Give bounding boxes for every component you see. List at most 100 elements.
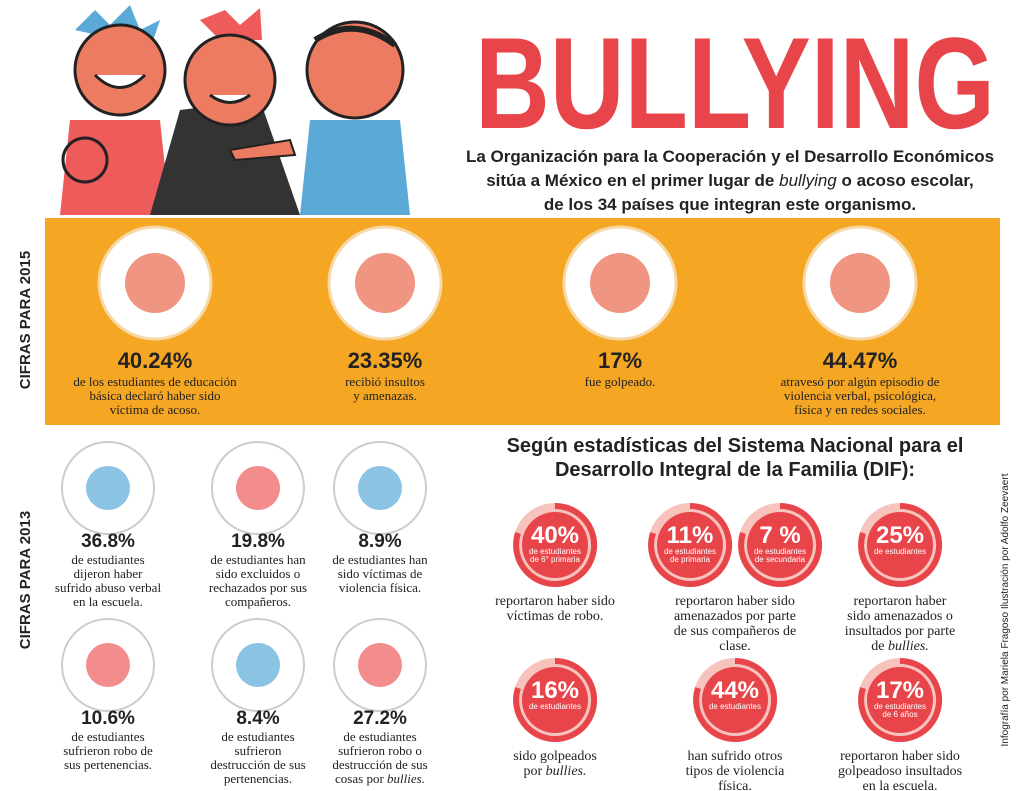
text-line: sufrieron robo o [338, 743, 422, 758]
credit: Infografía por Mariela Fragoso Ilustraci… [1000, 473, 1011, 746]
text-part: de estudiantes [221, 729, 294, 744]
text-line: sitúa a México en el primer lugar de bul… [486, 171, 974, 190]
donut-value: 11% [667, 522, 714, 549]
stat-value: 23.35% [348, 348, 423, 373]
text-line: destrucción de sus [210, 757, 305, 772]
text-part: bullies. [546, 764, 587, 779]
text-line: física y en redes sociales. [794, 402, 926, 417]
text-part: en la escuela. [73, 594, 143, 609]
text-line: violencia verbal, psicológica, [784, 388, 936, 403]
text-part: de los estudiantes de educación [73, 374, 237, 389]
section-label: CIFRAS PARA 2013 [17, 511, 34, 649]
donut-arc [858, 502, 943, 587]
text-part: de estudiantes [343, 729, 416, 744]
text-part: reportaron haber sido [675, 594, 795, 609]
section-label: CIFRAS PARA 2015 [17, 251, 34, 389]
text-part: sufrieron robo o [338, 743, 422, 758]
text-line: y amenazas. [353, 388, 417, 403]
text-part: han sufrido otros [688, 749, 783, 764]
text-line: de bullies. [871, 639, 929, 654]
icon [236, 466, 280, 510]
text-part: destrucción de sus [332, 757, 427, 772]
text-part: básica declaró haber sido [89, 388, 220, 403]
donut-value: 17% [876, 677, 924, 704]
text-line: sido amenazados o [847, 609, 953, 624]
text-part: clase. [719, 639, 750, 654]
text-line: en la escuela. [73, 594, 143, 609]
donut-sublabel: de 6 años [882, 710, 917, 719]
text-line: reportaron haber sido [495, 594, 615, 609]
icon [358, 466, 402, 510]
text-part: en la escuela. [862, 779, 937, 791]
icon [236, 643, 280, 687]
text-line: fue golpeado. [585, 374, 656, 389]
text-part: rechazados por sus [209, 580, 307, 595]
text-part: bullying [779, 171, 837, 190]
text-part: sufrieron [235, 743, 282, 758]
text-line: de los 34 países que integran este organ… [544, 195, 916, 214]
text-line: reportaron haber sido [675, 594, 795, 609]
icon [355, 253, 415, 313]
text-part: reportaron haber [854, 594, 947, 609]
text-line: víctima de acoso. [110, 402, 201, 417]
donut-sublabel: de estudiantes [529, 702, 581, 711]
text-part: reportaron haber sido [495, 594, 615, 609]
text-part: pertenencias. [224, 771, 292, 786]
text-part: sitúa a México en el primer lugar de [486, 171, 779, 190]
donut-sublabel: de estudiantes [529, 547, 581, 556]
text-part: de estudiantes [71, 729, 144, 744]
text-part: de estudiantes [71, 552, 144, 567]
text-part: destrucción de sus [210, 757, 305, 772]
text-line: insultados por parte [845, 624, 955, 639]
text-line: violencia física. [339, 580, 421, 595]
stat-value: 8.9% [358, 531, 401, 552]
text-part: golpeadoso insultados [838, 764, 962, 779]
icon [830, 253, 890, 313]
text-part: física. [718, 779, 752, 791]
stat-value: 40.24% [118, 348, 193, 373]
text-line: sufrido abuso verbal [55, 580, 162, 595]
text-line: atravesó por algún episodio de [781, 374, 940, 389]
text-line: de estudiantes han [332, 552, 428, 567]
text-part: y amenazas. [353, 388, 417, 403]
text-part: sido golpeados [513, 749, 597, 764]
stat-value: 19.8% [231, 531, 285, 552]
text-line: física. [718, 779, 752, 791]
text-part: compañeros. [225, 594, 291, 609]
stat-value: 27.2% [353, 708, 407, 729]
donut-sublabel: de secundaria [755, 555, 806, 564]
donut-arc [513, 657, 598, 742]
text-part: insultados por parte [845, 624, 955, 639]
donut-sublabel: de estudiantes [874, 702, 926, 711]
text-part: cosas por [335, 771, 387, 786]
text-line: básica declaró haber sido [89, 388, 220, 403]
donut-core [867, 512, 933, 578]
illustration [60, 5, 410, 215]
text-line: reportaron haber sido [840, 749, 960, 764]
donut-core [702, 667, 768, 733]
text-part: o acoso escolar, [837, 171, 974, 190]
text-line: de estudiantes [221, 729, 294, 744]
donut-sublabel: de estudiantes [664, 547, 716, 556]
text-part: víctimas de robo. [507, 609, 604, 624]
text-part: sido excluidos o [216, 566, 301, 581]
text-line: clase. [719, 639, 750, 654]
text-line: amenazados por parte [674, 609, 796, 624]
donut-core [522, 512, 588, 578]
icon [86, 643, 130, 687]
text-part: violencia física. [339, 580, 421, 595]
text-part: recibió insultos [345, 374, 425, 389]
text-line: por bullies. [523, 764, 586, 779]
stat-value: 44.47% [823, 348, 898, 373]
title: BULLYING [475, 10, 995, 156]
text-part: dijeron haber [74, 566, 144, 581]
text-part: amenazados por parte [674, 609, 796, 624]
text-part: bullies. [387, 771, 425, 786]
text-line: sido golpeados [513, 749, 597, 764]
text-line: golpeadoso insultados [838, 764, 962, 779]
donut-core [522, 667, 588, 733]
text-line: tipos de violencia [686, 764, 786, 779]
text-line: pertenencias. [224, 771, 292, 786]
donut-sublabel: de primaria [670, 555, 711, 564]
